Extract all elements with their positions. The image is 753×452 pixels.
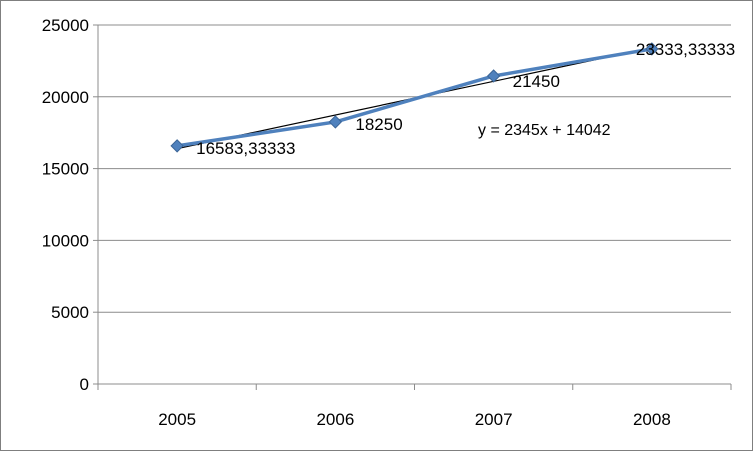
data-label: 21450 xyxy=(513,72,560,91)
y-tick-label: 5000 xyxy=(51,303,89,322)
data-label: 18250 xyxy=(355,115,402,134)
series-group xyxy=(170,42,659,153)
y-tick-label: 0 xyxy=(80,375,89,394)
trendline-equation: y = 2345x + 14042 xyxy=(478,122,611,139)
y-tick-label: 10000 xyxy=(42,231,89,250)
x-tick-label: 2008 xyxy=(633,410,671,429)
data-point-marker xyxy=(645,42,659,56)
x-tick-label: 2007 xyxy=(475,410,513,429)
data-label: 23333,33333 xyxy=(636,40,735,59)
x-tick-label: 2005 xyxy=(158,410,196,429)
y-tick-label: 25000 xyxy=(42,16,89,35)
axes: 0 5000 10000 15000 20000 25000 2005 2006 2007 200… xyxy=(42,16,732,429)
y-tick-label: 20000 xyxy=(42,88,89,107)
data-point-marker xyxy=(328,115,343,129)
labels-group: 16583,33333 18250 21450 23333,33333 xyxy=(196,40,735,158)
data-label: 16583,33333 xyxy=(196,139,295,158)
data-point-marker xyxy=(170,139,184,153)
data-point-marker xyxy=(486,69,501,83)
series-line xyxy=(176,47,653,148)
x-tick-label: 2006 xyxy=(316,410,354,429)
gridlines xyxy=(98,24,731,313)
y-tick-label: 15000 xyxy=(42,160,89,179)
